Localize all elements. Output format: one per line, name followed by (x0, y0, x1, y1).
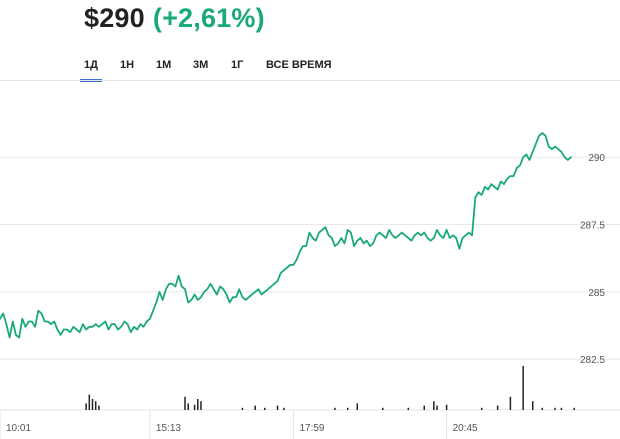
volume-bar (276, 405, 279, 410)
y-tick-label: 287.5 (580, 221, 605, 232)
tab-3m[interactable]: 3М (193, 48, 208, 81)
volume-bar (283, 407, 285, 410)
volume-bar (433, 401, 435, 410)
volume-bar (480, 407, 483, 410)
volume-bar (94, 401, 97, 410)
volume-bar (496, 405, 499, 410)
volume-bar (200, 401, 202, 410)
y-tick-label: 282.5 (580, 355, 605, 366)
volume-bar (85, 403, 87, 410)
x-tick-label: 17:59 (299, 423, 324, 434)
y-tick-label: 285 (588, 288, 605, 299)
tab-1w[interactable]: 1Н (120, 48, 134, 81)
price-line (0, 132, 572, 339)
tab-1m[interactable]: 1М (156, 48, 171, 81)
volume-bar (197, 399, 199, 410)
volume-bar (193, 404, 196, 410)
chart-gridlines (0, 156, 620, 439)
volume-bar (423, 405, 426, 410)
timeframe-tabs: 1Д 1Н 1М 3М 1Г ВСЕ ВРЕМЯ (0, 48, 620, 82)
volume-bar (541, 407, 544, 410)
tab-1y[interactable]: 1Г (231, 48, 243, 81)
volume-bar (264, 407, 266, 410)
x-tick-label: 15:13 (156, 423, 181, 434)
volume-bar (407, 407, 410, 410)
volume-bar (382, 407, 384, 410)
volume-bar (436, 405, 438, 410)
volume-bar (509, 396, 512, 410)
x-tick-label: 10:01 (6, 423, 31, 434)
volume-bar (445, 404, 448, 410)
x-tick-label: 20:45 (453, 423, 478, 434)
volume-bar (522, 366, 524, 410)
tabs-divider (0, 80, 620, 81)
volume-bar (573, 407, 575, 410)
volume-bar (91, 399, 94, 410)
volume-bar (554, 407, 556, 410)
volume-bar (356, 403, 359, 410)
volume-bar (346, 407, 349, 410)
price-change: (+2,61%) (152, 3, 265, 33)
volume-bar (560, 407, 563, 410)
price-header: $290 (+2,61%) (84, 3, 265, 37)
axis-labels: 282.5 285 287.5 290 10:01 15:13 17:59 20:45 (6, 153, 605, 434)
volume-bar (334, 407, 336, 410)
volume-bar (184, 396, 186, 410)
price-line-layer (0, 132, 572, 339)
current-price: $290 (84, 3, 145, 33)
volume-bar (88, 394, 91, 410)
tab-all-time[interactable]: ВСЕ ВРЕМЯ (266, 48, 332, 81)
volume-bar (187, 403, 189, 410)
volume-bar (241, 407, 244, 410)
volume-bar (531, 401, 534, 410)
y-tick-label: 290 (588, 153, 605, 164)
volume-bar (98, 405, 100, 410)
volume-bars (85, 366, 575, 410)
volume-bar (254, 405, 256, 410)
